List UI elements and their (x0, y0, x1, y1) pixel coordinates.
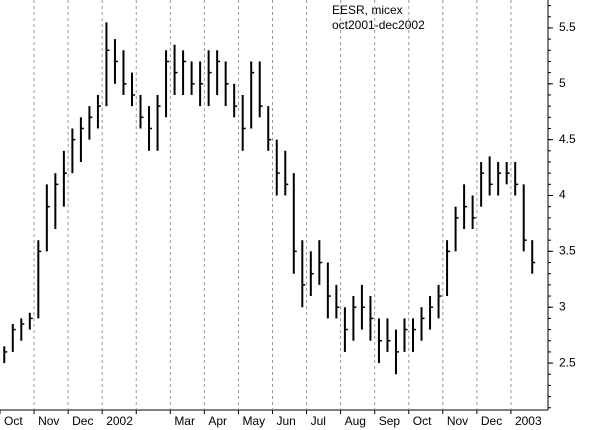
y-tick-label: 3.5 (559, 244, 576, 258)
x-tick-label: Dec (481, 414, 502, 428)
x-tick-label: Oct (413, 414, 432, 428)
y-tick-label: 2.5 (559, 355, 576, 369)
x-tick-label: Jul (311, 414, 326, 428)
x-tick-label: Nov (447, 414, 468, 428)
chart-subtitle: oct2001-dec2002 (332, 18, 425, 32)
y-tick-label: 4.5 (559, 132, 576, 146)
x-tick-label: Apr (208, 414, 227, 428)
x-tick-label: Mar (174, 414, 195, 428)
y-tick-label: 5.5 (559, 20, 576, 34)
y-tick-label: 5 (559, 76, 566, 90)
x-tick-label: May (242, 414, 265, 428)
chart-title: EESR, micex (332, 3, 403, 17)
y-tick-label: 3 (559, 299, 566, 313)
x-tick-label: 2003 (515, 414, 542, 428)
x-tick-label: Nov (38, 414, 59, 428)
x-tick-label: Oct (4, 414, 23, 428)
x-tick-label: Jun (277, 414, 296, 428)
x-tick-label: Dec (72, 414, 93, 428)
x-tick-label: Sep (379, 414, 401, 428)
x-tick-label: 2002 (106, 414, 133, 428)
y-tick-label: 4 (559, 188, 566, 202)
x-tick-label: Aug (345, 414, 366, 428)
